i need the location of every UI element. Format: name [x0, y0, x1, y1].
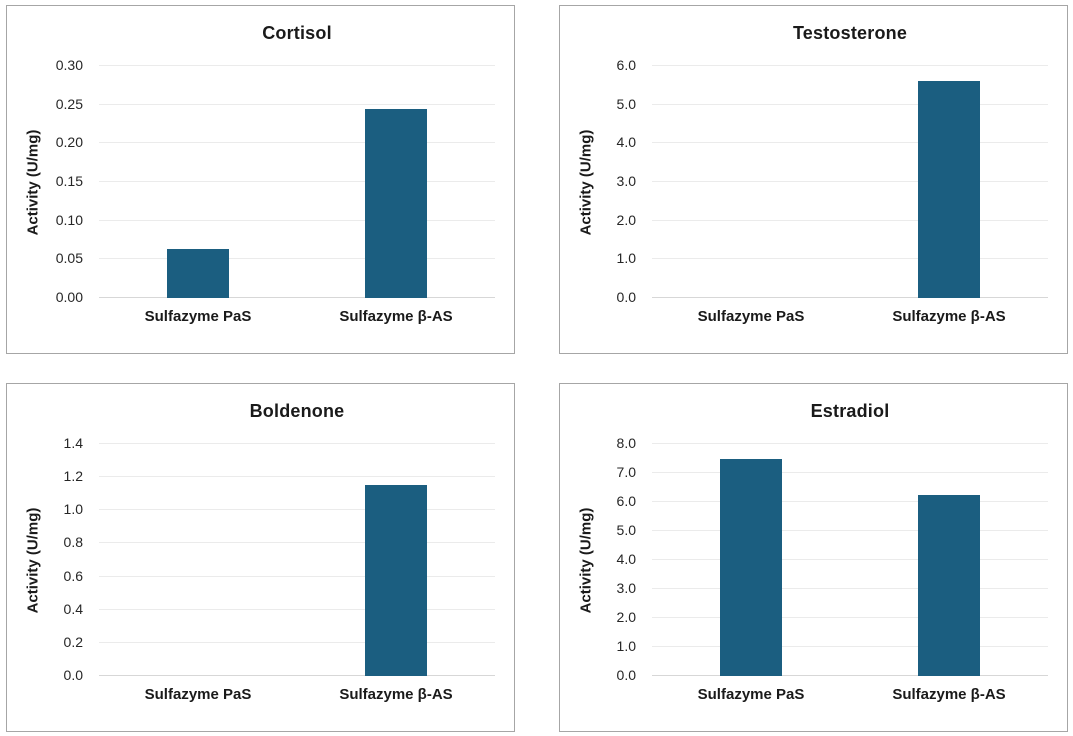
- chart-panel-cortisol: Cortisol Activity (U/mg) 0.00 0.05 0.10 0.15 0…: [6, 5, 515, 354]
- plot-area: [652, 65, 1048, 298]
- bar-sulfazyme-pas: [720, 458, 782, 676]
- plot-area: [652, 443, 1048, 676]
- category-label-sulfazyme-pas: Sulfazyme PaS: [144, 686, 252, 703]
- y-tick-label: 0.4: [63, 600, 83, 617]
- bar-sulfazyme-as: [365, 485, 427, 676]
- y-tick-label: 1.4: [63, 435, 83, 451]
- gridline: [99, 476, 495, 478]
- gridline: [652, 181, 1048, 182]
- y-tick-label: 0.2: [63, 633, 83, 650]
- chart-title: Cortisol: [262, 23, 332, 43]
- y-tick-label: 0.0: [616, 667, 636, 683]
- y-tick-label: 3.0: [616, 580, 636, 596]
- category-label-sulfazyme-as: Sulfazyme β-AS: [339, 686, 453, 703]
- gridline: [99, 65, 495, 66]
- y-tick-label: 0.20: [55, 134, 83, 151]
- y-tick-label: 5.0: [616, 95, 636, 112]
- category-label-sulfazyme-pas: Sulfazyme PaS: [697, 308, 805, 325]
- y-tick-label: 5.0: [616, 522, 636, 538]
- category-label-sulfazyme-as: Sulfazyme β-AS: [892, 308, 1006, 325]
- category-label-sulfazyme-as: Sulfazyme β-AS: [339, 308, 453, 325]
- chart-title: Testosterone: [792, 23, 908, 43]
- axis-baseline: [652, 675, 1048, 676]
- gridline: [99, 575, 495, 577]
- gridline: [99, 219, 495, 221]
- y-tick-label: 0.00: [55, 289, 83, 305]
- gridline: [652, 501, 1048, 502]
- category-label-sulfazyme-pas: Sulfazyme PaS: [144, 308, 252, 325]
- y-tick-label: 1.0: [63, 501, 83, 518]
- gridline: [652, 258, 1048, 260]
- gridline: [652, 617, 1048, 618]
- gridline: [99, 103, 495, 105]
- y-tick-label: 2.0: [616, 609, 636, 625]
- chart-title: Estradiol: [810, 401, 890, 421]
- bar-sulfazyme-as: [918, 81, 980, 298]
- chart-panel-testosterone: Testosterone Activity (U/mg) 0.0 1.0 2.0 3.0 4…: [559, 5, 1068, 354]
- y-tick-label: 0.30: [55, 57, 83, 73]
- charts-grid: Cortisol Activity (U/mg) 0.00 0.05 0.10 0.15 0…: [6, 5, 1068, 732]
- y-axis-label-text: Activity (U/mg): [24, 507, 42, 613]
- axis-baseline: [652, 297, 1048, 298]
- y-tick-label: 0.05: [55, 250, 83, 267]
- gridline: [652, 646, 1048, 647]
- gridline: [99, 258, 495, 260]
- chart-title: Boldenone: [249, 401, 345, 421]
- gridline: [652, 65, 1048, 66]
- gridline: [99, 181, 495, 182]
- plot-area: [99, 443, 495, 676]
- y-tick-label: 4.0: [616, 551, 636, 567]
- y-tick-label: 6.0: [616, 493, 636, 509]
- gridline: [652, 472, 1048, 473]
- gridline: [99, 641, 495, 643]
- y-tick-label: 0.10: [55, 211, 83, 228]
- y-tick-label: 8.0: [616, 435, 636, 451]
- y-tick-label: 7.0: [616, 464, 636, 480]
- y-tick-label: 0.15: [55, 173, 83, 189]
- bar-sulfazyme-as: [365, 108, 427, 298]
- gridline: [652, 219, 1048, 221]
- gridline: [99, 443, 495, 444]
- plot-area: [99, 65, 495, 298]
- y-tick-label: 3.0: [616, 173, 636, 189]
- y-tick-label: 0.0: [63, 667, 83, 683]
- y-tick-label: 0.6: [63, 567, 83, 584]
- bar-sulfazyme-as: [918, 494, 980, 676]
- y-tick-label: 2.0: [616, 211, 636, 228]
- gridline: [99, 509, 495, 511]
- y-tick-label: 0.25: [55, 95, 83, 112]
- y-tick-label: 1.2: [63, 468, 83, 485]
- gridline: [99, 608, 495, 610]
- y-tick-label: 0.0: [616, 289, 636, 305]
- y-tick-label: 0.8: [63, 534, 83, 551]
- gridline: [652, 530, 1048, 531]
- gridline: [652, 443, 1048, 444]
- y-tick-label: 1.0: [616, 638, 636, 654]
- y-tick-label: 4.0: [616, 134, 636, 151]
- bar-sulfazyme-pas: [167, 249, 229, 298]
- axis-baseline: [99, 675, 495, 676]
- chart-panel-estradiol: Estradiol Activity (U/mg) 0.0 1.0 2.0 3.0 4.0 5…: [559, 383, 1068, 732]
- axis-baseline: [99, 297, 495, 298]
- category-label-sulfazyme-as: Sulfazyme β-AS: [892, 686, 1006, 703]
- y-tick-label: 6.0: [616, 57, 636, 73]
- gridline: [652, 588, 1048, 589]
- gridline: [99, 542, 495, 544]
- category-label-sulfazyme-pas: Sulfazyme PaS: [697, 686, 805, 703]
- y-tick-label: 1.0: [616, 250, 636, 267]
- gridline: [652, 103, 1048, 105]
- chart-panel-boldenone: Boldenone Activity (U/mg) 0.0 0.2 0.4 0.6 0.8 1…: [6, 383, 515, 732]
- gridline: [99, 142, 495, 144]
- gridline: [652, 142, 1048, 144]
- gridline: [652, 559, 1048, 560]
